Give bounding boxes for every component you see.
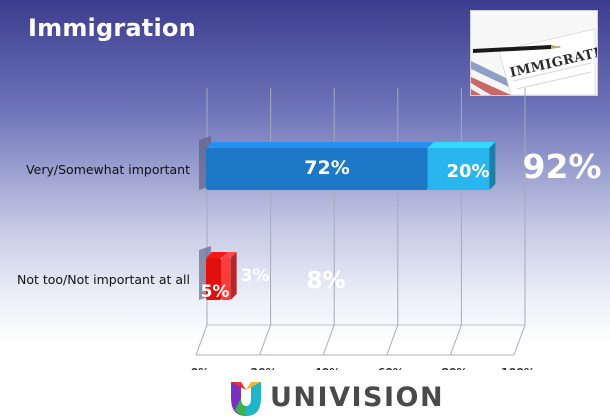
bar-segment-top [221,252,237,258]
category-label: Very/Somewhat important [26,162,190,177]
data-label: 20% [446,161,489,182]
bar-segment [427,148,490,190]
bar-segment-side [489,142,496,190]
gridline-floor [259,324,272,356]
gridline-floor [195,324,208,356]
bar-segment-top [206,252,228,258]
total-label: 92% [523,147,602,186]
total-label: 8% [306,268,345,294]
footer: UNIVISION [0,370,610,420]
slide-title: Immigration [28,14,196,42]
category-label: Not too/Not important at all [17,272,190,287]
bar-segment [206,258,222,300]
gridline-floor [513,324,526,356]
gridline-floor [322,324,335,356]
immigration-photo: IMMIGRATION [470,10,598,96]
data-label: 72% [304,157,349,179]
gridline-floor [386,324,399,356]
bar-segment [221,258,231,300]
data-label: 3% [241,266,270,286]
gridline-floor [449,324,462,356]
bar-segment [206,148,428,190]
bar-segment-top [206,142,434,148]
data-label: 5% [201,282,230,302]
bar-segment-top [427,142,496,148]
bar-segment-side [230,252,237,300]
univision-logo-icon [231,382,261,416]
univision-logo-text: UNIVISION [270,382,445,413]
